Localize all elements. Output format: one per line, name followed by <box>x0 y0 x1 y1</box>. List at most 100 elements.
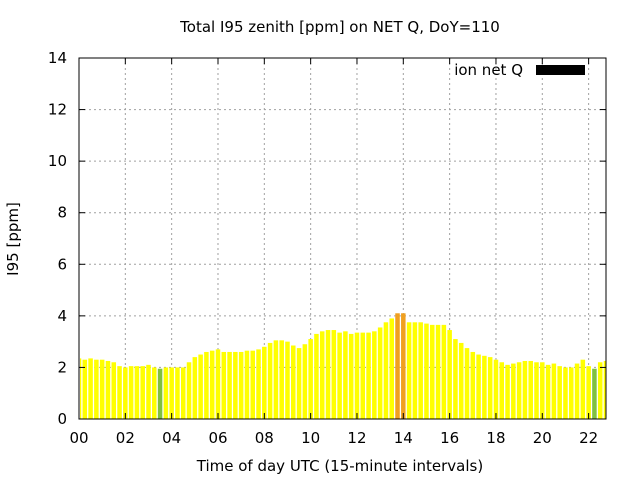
bar <box>123 367 128 419</box>
bar <box>221 351 227 419</box>
bar <box>192 357 198 419</box>
y-tick-label: 8 <box>57 204 67 222</box>
bar <box>430 324 435 419</box>
bar <box>343 331 348 419</box>
bar <box>180 367 186 419</box>
bar <box>464 348 470 419</box>
x-tick-label: 10 <box>301 429 320 447</box>
bar <box>563 367 568 419</box>
bar <box>111 362 117 419</box>
bar <box>470 351 476 419</box>
bar <box>597 362 603 419</box>
x-tick-label: 22 <box>579 429 598 447</box>
bar <box>250 350 255 419</box>
x-tick-label: 00 <box>69 429 88 447</box>
y-axis-label: I95 [ppm] <box>4 202 22 276</box>
bar <box>215 349 221 419</box>
bar <box>435 324 441 419</box>
bar <box>337 332 342 419</box>
x-tick-label: 18 <box>486 429 505 447</box>
bar <box>505 364 510 419</box>
legend: ion net Q <box>454 61 585 79</box>
bar <box>540 362 545 419</box>
bar <box>140 366 145 419</box>
bar <box>458 342 464 419</box>
bar <box>82 359 88 419</box>
bar <box>511 363 516 419</box>
y-tick-label: 12 <box>48 101 67 119</box>
bar <box>354 332 360 419</box>
bar <box>285 341 290 419</box>
x-tick-label: 20 <box>533 429 552 447</box>
bar <box>238 351 244 419</box>
bar <box>175 367 180 419</box>
y-tick-label: 0 <box>57 410 67 428</box>
bars <box>80 313 606 419</box>
bar <box>169 367 174 419</box>
bar <box>163 367 169 419</box>
y-tick-label: 6 <box>57 255 67 273</box>
bar <box>522 360 528 419</box>
bar <box>528 360 533 419</box>
bar <box>586 366 591 419</box>
bar <box>545 364 551 419</box>
bar <box>279 340 284 419</box>
x-tick-label: 06 <box>208 429 227 447</box>
bar <box>80 358 82 419</box>
bar <box>447 330 452 419</box>
bar <box>227 351 232 419</box>
bar <box>366 332 371 419</box>
y-tick-labels: 0 2 4 6 8 10 12 14 <box>48 49 67 428</box>
bar <box>557 366 562 419</box>
bar <box>395 313 400 419</box>
bar <box>94 359 99 419</box>
bar <box>325 330 331 419</box>
bar <box>291 345 296 419</box>
bar <box>152 367 157 419</box>
bar <box>273 340 279 419</box>
bar <box>99 359 105 419</box>
bar <box>412 322 418 419</box>
bar <box>360 332 366 419</box>
bar <box>105 360 111 419</box>
bar <box>499 362 505 419</box>
x-tick-label: 04 <box>162 429 181 447</box>
legend-label: ion net Q <box>454 61 523 79</box>
plot-frame <box>78 57 607 420</box>
bar <box>267 342 273 419</box>
bar <box>453 339 458 419</box>
bar <box>157 368 163 419</box>
bar <box>204 351 209 419</box>
bar <box>319 331 325 419</box>
bar <box>331 330 337 419</box>
bar <box>580 359 586 419</box>
bar <box>88 358 93 419</box>
bar <box>117 366 122 419</box>
x-tick-label: 14 <box>394 429 413 447</box>
bar <box>314 333 319 419</box>
x-tick-labels: 00 02 04 06 08 10 12 14 16 18 20 22 <box>69 429 598 447</box>
chart-title: Total I95 zenith [ppm] on NET Q, DoY=110 <box>179 18 500 36</box>
bar <box>296 348 302 419</box>
bar <box>186 362 192 419</box>
grid-lines <box>79 58 606 419</box>
y-tick-label: 14 <box>48 49 67 67</box>
bar <box>568 367 574 419</box>
bar <box>302 344 308 419</box>
bar <box>441 324 447 419</box>
bar <box>383 322 389 419</box>
bar <box>256 349 261 419</box>
bar <box>574 363 580 419</box>
x-tick-label: 12 <box>347 429 366 447</box>
bar <box>389 318 394 419</box>
bar <box>516 362 522 419</box>
bar <box>233 351 238 419</box>
x-tick-label: 16 <box>440 429 459 447</box>
y-tick-label: 4 <box>57 307 67 325</box>
bar <box>308 339 313 419</box>
axis-ticks <box>78 57 606 420</box>
bar <box>209 350 215 419</box>
bar <box>424 323 429 419</box>
x-axis-label: Time of day UTC (15-minute intervals) <box>196 457 483 475</box>
